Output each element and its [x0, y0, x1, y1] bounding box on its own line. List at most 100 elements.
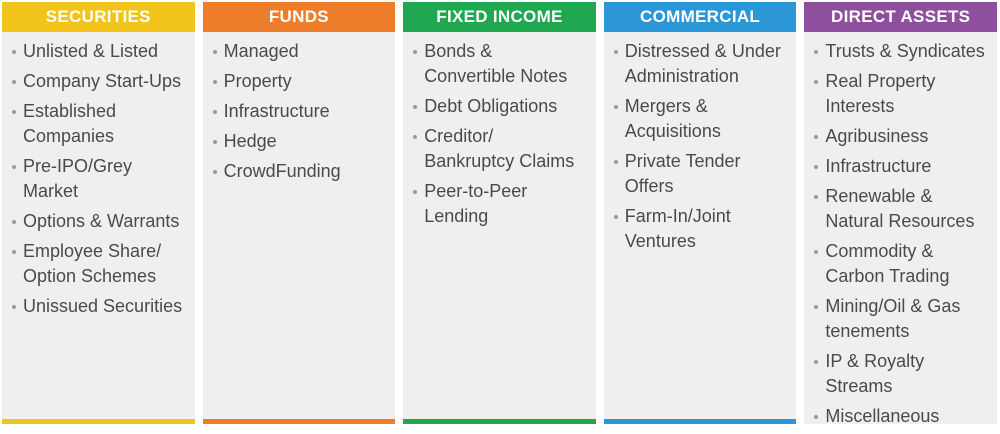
column-commercial: COMMERCIAL Distressed & Under Administra…: [603, 2, 797, 424]
list-item-label: Creditor/ Bankruptcy Claims: [424, 126, 575, 171]
bullet-icon: [12, 80, 16, 84]
list-item-label: Unlisted & Listed: [23, 41, 159, 61]
list-item-label: Private Tender Offers: [624, 151, 741, 196]
list-item: Agribusiness: [814, 124, 989, 149]
list-item: Unissued Securities: [12, 294, 187, 319]
column-header-securities: SECURITIES: [2, 2, 195, 32]
list-item-label: Peer-to-Peer Lending: [424, 181, 528, 226]
list-item: CrowdFunding: [212, 159, 388, 184]
list-item: Bonds & Convertible Notes: [413, 39, 588, 89]
list-item: Creditor/ Bankruptcy Claims: [413, 124, 588, 174]
column-header-direct-assets: DIRECT ASSETS: [804, 2, 997, 32]
list-item-label: Farm-In/Joint Ventures: [624, 206, 731, 251]
bullet-icon: [814, 80, 819, 84]
list-item-label: CrowdFunding: [223, 161, 341, 181]
list-item: Renewable & Natural Resources: [814, 184, 989, 234]
list-item-label: Mining/Oil & Gas tenements: [825, 296, 961, 341]
list-item-label: Infrastructure: [825, 156, 932, 176]
bullet-icon: [613, 105, 618, 109]
list-item-label: Pre-IPO/Grey Market: [23, 156, 133, 201]
bullet-icon: [212, 50, 217, 54]
bullet-icon: [12, 110, 16, 114]
bullet-icon: [613, 50, 618, 54]
bullet-icon: [212, 170, 217, 174]
column-securities: SECURITIES Unlisted & Listed Company Star…: [2, 2, 195, 424]
column-direct-assets: DIRECT ASSETS Trusts & Syndicates Real Pr…: [804, 2, 997, 426]
list-item: IP & Royalty Streams: [814, 349, 989, 399]
list-item: Infrastructure: [814, 154, 989, 179]
list-item: Farm-In/Joint Ventures: [613, 204, 789, 254]
bullet-icon: [12, 250, 16, 254]
list-item-label: Distressed & Under Administration: [624, 41, 781, 86]
list-item: Peer-to-Peer Lending: [413, 179, 588, 229]
bullet-icon: [212, 140, 217, 144]
list-item: Commodity & Carbon Trading: [814, 239, 989, 289]
list-item-label: Company Start-Ups: [23, 71, 182, 91]
list-item-label: Debt Obligations: [424, 96, 558, 116]
bullet-icon: [814, 195, 819, 199]
bullet-icon: [212, 80, 217, 84]
list-item: Mining/Oil & Gas tenements: [814, 294, 989, 344]
list-item: Employee Share/ Option Schemes: [12, 239, 187, 289]
item-list-fixed-income: Bonds & Convertible Notes Debt Obligation…: [403, 32, 596, 419]
bullet-icon: [814, 165, 819, 169]
item-list-funds: Managed Property Infrastructure Hedge CrowdF…: [203, 32, 396, 419]
item-list-direct-assets: Trusts & Syndicates Real Property Interes…: [804, 32, 997, 434]
bullet-icon: [613, 160, 618, 164]
list-item-label: Hedge: [223, 131, 277, 151]
list-item-label: Trusts & Syndicates: [825, 41, 985, 61]
list-item-label: Options & Warrants: [23, 211, 180, 231]
column-footer-bar: [2, 419, 195, 424]
item-list-commercial: Distressed & Under Administration Mergers…: [604, 32, 797, 419]
bullet-icon: [12, 220, 16, 224]
list-item-label: Agribusiness: [825, 126, 929, 146]
column-funds: FUNDS Managed Property Infrastructure Hedge…: [202, 2, 396, 424]
list-item: Company Start-Ups: [12, 69, 187, 94]
list-item: Established Companies: [12, 99, 187, 149]
list-item-label: Managed: [223, 41, 299, 61]
column-footer-bar: [603, 419, 797, 424]
list-item: Property: [212, 69, 388, 94]
bullet-icon: [413, 50, 418, 54]
bullet-icon: [413, 105, 418, 109]
list-item: Debt Obligations: [413, 94, 588, 119]
list-item-label: Real Property Interests: [825, 71, 936, 116]
bullet-icon: [12, 165, 16, 169]
bullet-icon: [814, 50, 819, 54]
list-item: Private Tender Offers: [613, 149, 789, 199]
item-list-securities: Unlisted & Listed Company Start-Ups Establ…: [2, 32, 195, 419]
list-item-label: Miscellaneous: [825, 406, 940, 426]
column-header-funds: FUNDS: [202, 2, 396, 32]
list-item-label: Infrastructure: [223, 101, 330, 121]
bullet-icon: [212, 110, 217, 114]
bullet-icon: [12, 50, 16, 54]
list-item: Mergers & Acquisitions: [613, 94, 789, 144]
list-item-label: Unissued Securities: [23, 296, 183, 316]
list-item: Pre-IPO/Grey Market: [12, 154, 187, 204]
list-item-label: Property: [223, 71, 292, 91]
bullet-icon: [413, 135, 418, 139]
bullet-icon: [613, 215, 618, 219]
list-item: Infrastructure: [212, 99, 388, 124]
column-header-commercial: COMMERCIAL: [603, 2, 797, 32]
list-item: Real Property Interests: [814, 69, 989, 119]
column-footer-bar: [403, 419, 596, 424]
bullet-icon: [12, 305, 16, 309]
bullet-icon: [814, 250, 819, 254]
bullet-icon: [413, 190, 418, 194]
list-item-label: Employee Share/ Option Schemes: [23, 241, 162, 286]
column-fixed-income: FIXED INCOME Bonds & Convertible Notes De…: [403, 2, 596, 424]
list-item: Unlisted & Listed: [12, 39, 187, 64]
column-footer-bar: [202, 419, 396, 424]
bullet-icon: [814, 305, 819, 309]
list-item: Hedge: [212, 129, 388, 154]
list-item: Trusts & Syndicates: [814, 39, 989, 64]
list-item: Managed: [212, 39, 388, 64]
list-item-label: Mergers & Acquisitions: [624, 96, 721, 141]
list-item: Distressed & Under Administration: [613, 39, 789, 89]
bullet-icon: [814, 360, 819, 364]
list-item-label: Established Companies: [23, 101, 117, 146]
bullet-icon: [814, 415, 819, 419]
list-item: Options & Warrants: [12, 209, 187, 234]
